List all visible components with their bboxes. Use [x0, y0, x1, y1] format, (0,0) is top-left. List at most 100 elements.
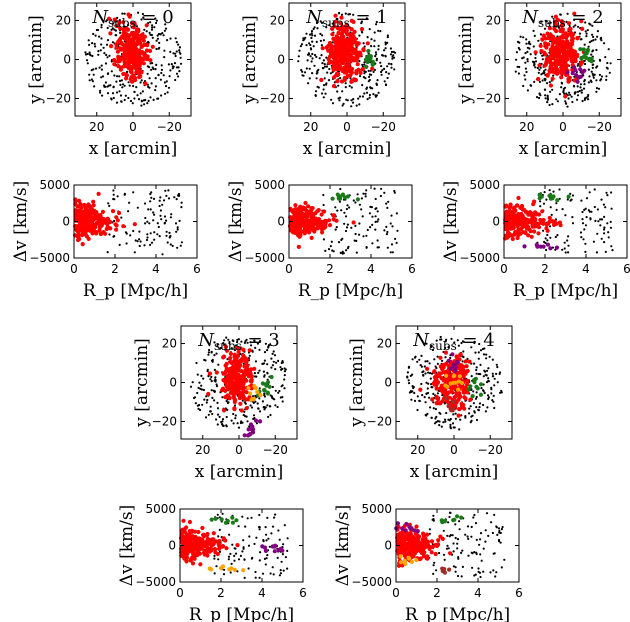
data-point — [165, 234, 168, 237]
data-point — [209, 378, 212, 381]
data-point — [534, 242, 539, 247]
data-point — [327, 79, 331, 82]
data-point — [370, 38, 373, 41]
data-point — [483, 391, 486, 395]
data-point — [536, 225, 542, 230]
data-point — [273, 516, 276, 519]
data-point — [221, 408, 227, 413]
data-point — [555, 17, 560, 22]
data-point — [433, 561, 436, 564]
data-point — [106, 39, 110, 42]
data-point — [418, 399, 421, 403]
data-point — [370, 61, 375, 66]
series-1 — [514, 12, 612, 108]
y-tick-label: 0 — [277, 53, 285, 67]
data-point — [149, 21, 152, 24]
data-point — [333, 19, 338, 24]
x-tick-label: 20 — [303, 120, 318, 134]
data-point — [470, 375, 473, 378]
data-point — [153, 213, 156, 216]
data-point — [101, 94, 104, 97]
data-point — [204, 416, 208, 419]
data-point — [231, 395, 236, 400]
data-point — [334, 206, 337, 209]
data-point — [469, 421, 472, 424]
data-point — [222, 573, 226, 576]
series-4 — [565, 65, 587, 84]
data-point — [322, 193, 325, 197]
data-point — [271, 566, 274, 569]
data-point — [100, 23, 103, 27]
data-point — [267, 415, 270, 418]
data-point — [423, 536, 428, 541]
data-point — [100, 64, 103, 67]
data-point — [258, 559, 261, 562]
data-point — [239, 369, 244, 374]
data-point — [253, 372, 256, 375]
data-point — [325, 82, 328, 85]
data-point — [594, 38, 597, 41]
data-point — [372, 70, 375, 73]
data-point — [539, 48, 544, 54]
data-point — [566, 12, 569, 15]
x-tick-label: 6 — [193, 262, 201, 276]
data-point — [257, 419, 263, 424]
data-point — [508, 204, 513, 210]
data-point — [415, 529, 420, 534]
data-point — [310, 48, 313, 51]
data-point — [254, 346, 257, 349]
data-point — [258, 528, 261, 531]
data-point — [436, 362, 439, 365]
data-point — [180, 528, 185, 533]
data-point — [546, 97, 550, 100]
data-point — [266, 363, 269, 366]
data-point — [104, 81, 107, 84]
data-point — [550, 34, 556, 39]
data-point — [339, 15, 344, 20]
data-point — [551, 55, 556, 61]
data-point — [215, 383, 218, 386]
data-point — [472, 390, 475, 393]
data-point — [309, 235, 314, 240]
data-point — [141, 90, 144, 93]
data-point — [165, 219, 168, 222]
data-point — [312, 27, 315, 31]
data-point — [286, 567, 289, 570]
data-point — [266, 554, 269, 557]
data-point — [491, 358, 494, 361]
data-point — [579, 19, 584, 24]
data-point — [146, 72, 149, 75]
data-point — [485, 357, 488, 360]
data-point — [139, 240, 142, 243]
data-point — [548, 65, 553, 70]
data-point — [446, 544, 449, 547]
y-tick-label: 20 — [270, 14, 285, 28]
data-point — [337, 12, 341, 15]
data-point — [200, 525, 205, 531]
data-point — [215, 418, 218, 421]
y-tick-label: 0 — [384, 376, 392, 390]
data-point — [470, 525, 473, 529]
data-point — [276, 405, 279, 409]
data-point — [381, 69, 384, 72]
data-point — [559, 13, 562, 16]
data-point — [220, 388, 225, 393]
data-point — [465, 382, 470, 387]
data-point — [365, 234, 368, 237]
data-point — [436, 355, 439, 358]
data-point — [173, 196, 176, 199]
data-point — [151, 24, 154, 27]
data-point — [424, 413, 427, 417]
data-point — [370, 45, 373, 48]
y-axis-label: Δv [km/s] — [441, 181, 461, 262]
data-point — [157, 32, 160, 36]
data-point — [435, 569, 438, 572]
data-point — [539, 205, 542, 208]
data-point — [213, 368, 216, 371]
data-point — [111, 41, 114, 44]
panel-title: Nsubs = 1 — [305, 7, 387, 30]
data-point — [262, 370, 265, 373]
data-point — [180, 201, 183, 204]
data-point — [441, 359, 444, 362]
